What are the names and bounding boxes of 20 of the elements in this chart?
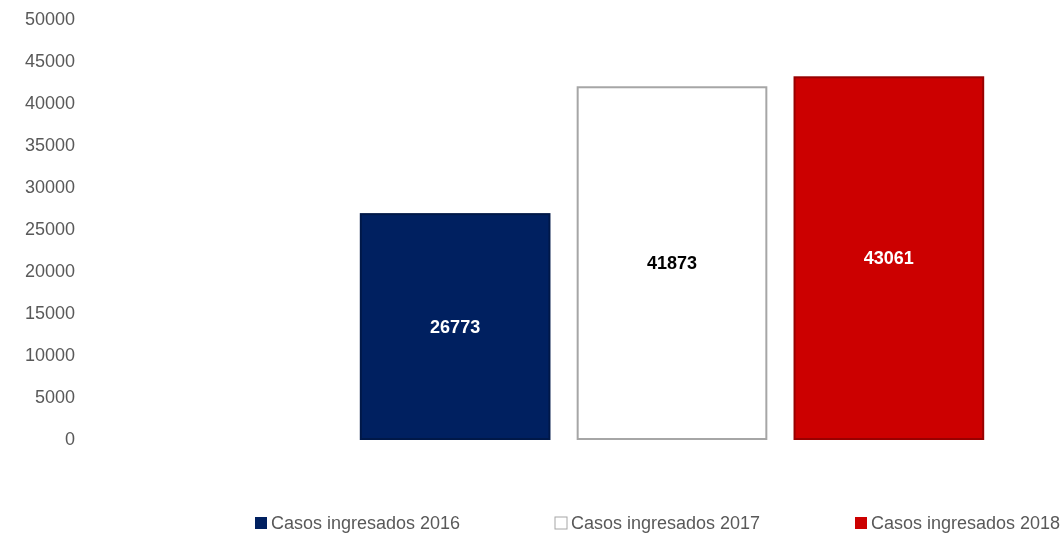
bar (576, 86, 768, 440)
y-tick-label: 10000 (24, 345, 75, 365)
legend-label: Casos ingresados 2016 (271, 513, 461, 533)
legend-label: Casos ingresados 2018 (871, 513, 1061, 533)
y-tick-label: 0 (64, 429, 75, 449)
y-tick-label: 15000 (24, 303, 75, 323)
data-label: 41873 (646, 253, 698, 274)
y-tick-label: 30000 (24, 177, 75, 197)
data-label: 26773 (430, 316, 481, 337)
y-tick-label: 5000 (34, 387, 75, 407)
y-tick-label: 50000 (24, 9, 75, 29)
y-tick-label: 45000 (24, 51, 75, 71)
bar (793, 76, 985, 440)
y-tick-label: 20000 (24, 261, 75, 281)
y-tick-label: 35000 (24, 135, 75, 155)
bar (359, 213, 551, 440)
y-tick-label: 40000 (24, 93, 75, 113)
data-label: 43061 (863, 248, 914, 269)
y-tick-label: 25000 (24, 219, 75, 239)
legend-label: Casos ingresados 2017 (571, 513, 761, 533)
